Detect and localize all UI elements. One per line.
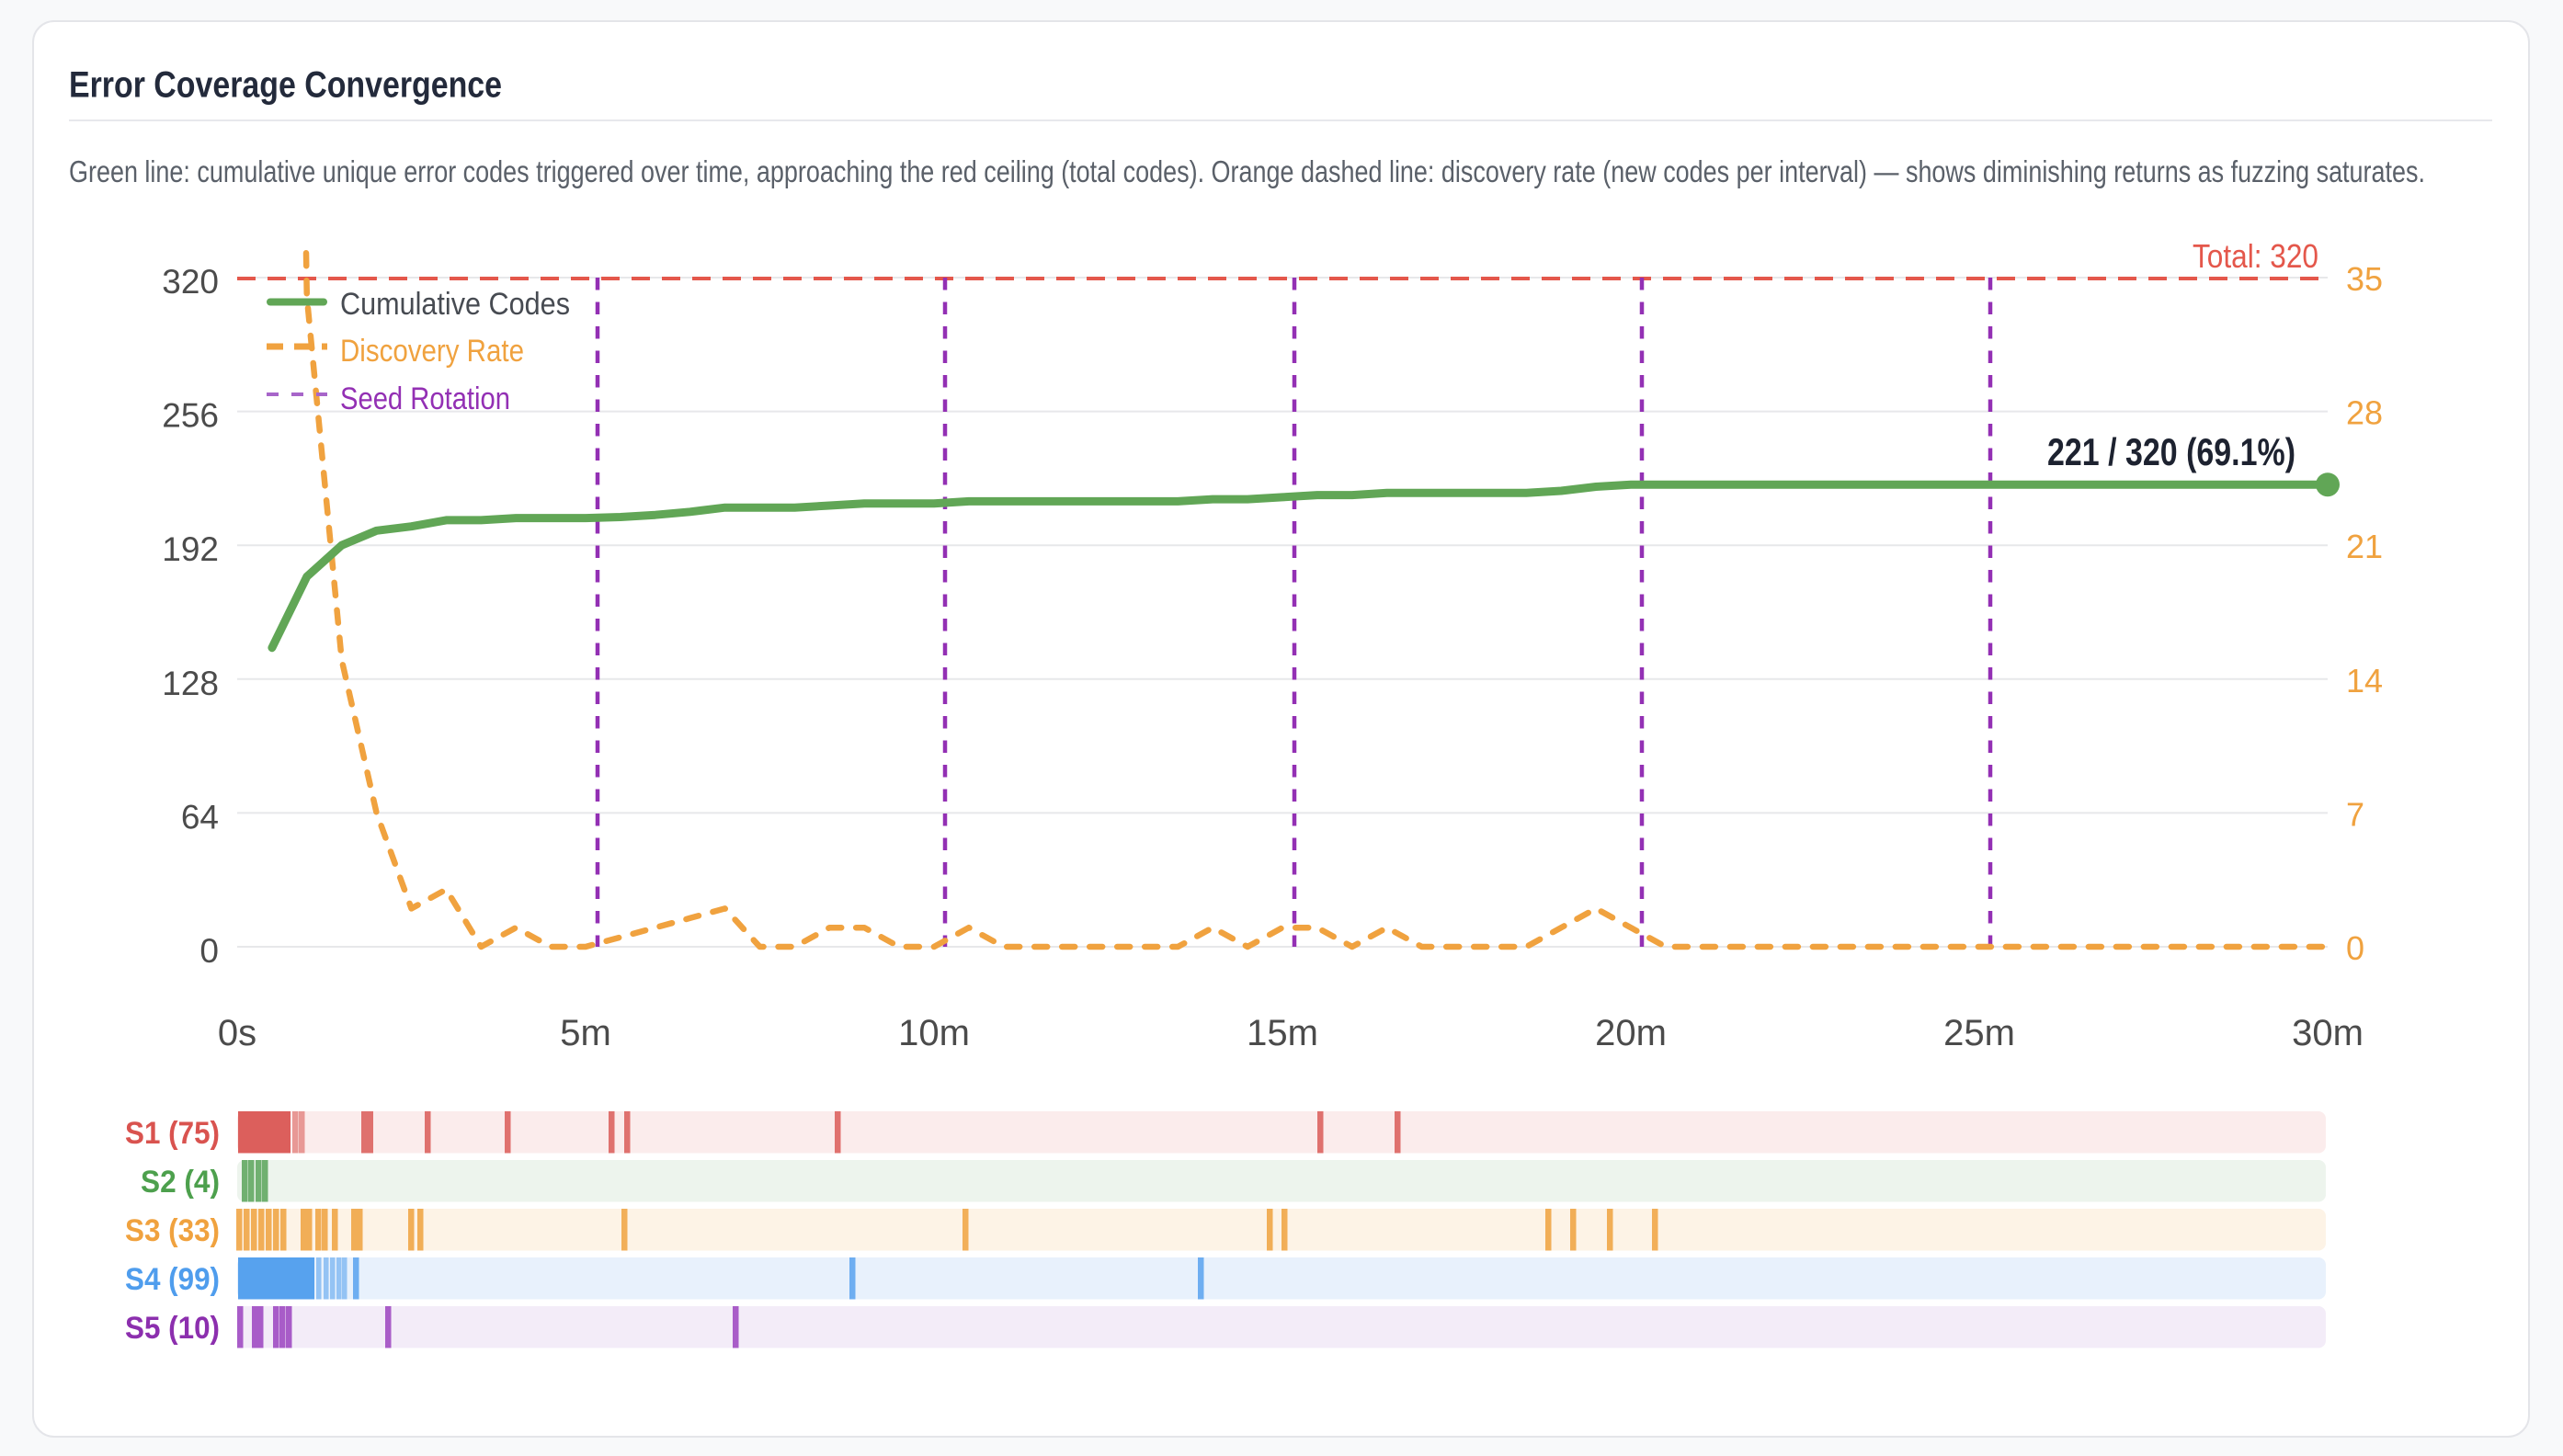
- svg-text:320: 320: [162, 263, 219, 301]
- svg-text:S4 (99): S4 (99): [125, 1262, 220, 1297]
- svg-text:30m: 30m: [2292, 1013, 2364, 1053]
- svg-text:64: 64: [181, 798, 219, 836]
- svg-text:21: 21: [2346, 528, 2383, 565]
- svg-text:S1 (75): S1 (75): [125, 1116, 220, 1151]
- svg-text:Green line: cumulative unique: Green line: cumulative unique error code…: [69, 154, 2425, 188]
- svg-text:15m: 15m: [1247, 1013, 1318, 1053]
- svg-text:10m: 10m: [898, 1013, 970, 1053]
- svg-text:0: 0: [199, 932, 219, 970]
- svg-text:Error Coverage Convergence: Error Coverage Convergence: [69, 65, 502, 106]
- svg-text:Cumulative Codes: Cumulative Codes: [340, 287, 570, 322]
- svg-text:128: 128: [162, 665, 219, 702]
- svg-text:192: 192: [162, 530, 219, 568]
- svg-text:20m: 20m: [1595, 1013, 1667, 1053]
- svg-text:35: 35: [2346, 260, 2383, 298]
- svg-text:5m: 5m: [560, 1013, 611, 1053]
- svg-text:S3 (33): S3 (33): [125, 1213, 220, 1248]
- svg-text:14: 14: [2346, 662, 2383, 700]
- svg-text:28: 28: [2346, 394, 2383, 432]
- svg-text:7: 7: [2346, 795, 2364, 833]
- svg-text:Discovery Rate: Discovery Rate: [340, 334, 524, 369]
- svg-text:Total: 320: Total: 320: [2193, 237, 2318, 275]
- svg-text:0: 0: [2346, 929, 2364, 967]
- svg-text:0s: 0s: [218, 1013, 256, 1053]
- svg-text:256: 256: [162, 397, 219, 435]
- svg-text:Seed Rotation: Seed Rotation: [340, 381, 510, 416]
- svg-text:221 / 320 (69.1%): 221 / 320 (69.1%): [2047, 430, 2295, 473]
- svg-text:25m: 25m: [1943, 1013, 2015, 1053]
- svg-text:S2 (4): S2 (4): [141, 1165, 220, 1200]
- svg-text:S5 (10): S5 (10): [125, 1311, 220, 1346]
